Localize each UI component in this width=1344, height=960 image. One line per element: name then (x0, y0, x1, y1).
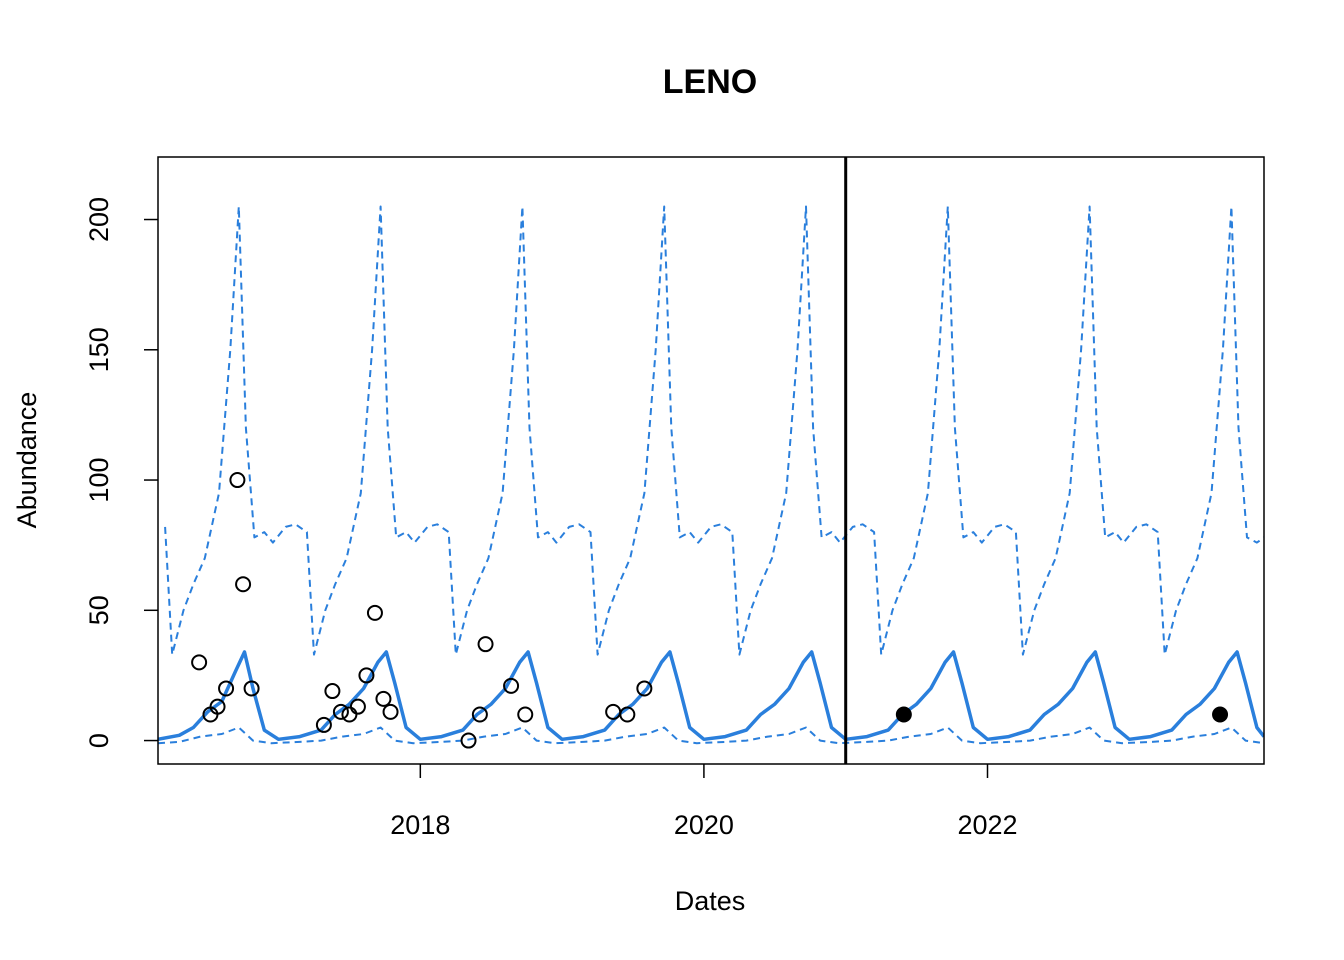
points-layer (191, 472, 1229, 749)
observed-point (218, 680, 235, 697)
observed-point (636, 680, 653, 697)
x-tick-label: 2020 (674, 810, 734, 840)
x-tick-label: 2022 (957, 810, 1017, 840)
y-axis: 0 50 100 150 200 (84, 197, 158, 748)
observed-point (517, 706, 534, 723)
x-axis-label: Dates (675, 886, 746, 916)
observed-point (358, 667, 375, 684)
observed-point (229, 472, 246, 489)
observed-point (332, 703, 349, 720)
observed-point (349, 698, 366, 715)
y-tick-label: 150 (84, 327, 114, 372)
chart-title: LENO (663, 63, 757, 101)
observed-point (382, 703, 399, 720)
plot-area (157, 156, 1265, 765)
x-tick-label: 2018 (390, 810, 450, 840)
y-tick-label: 100 (84, 458, 114, 503)
observed-point (341, 706, 358, 723)
observed-point (235, 576, 252, 593)
y-axis-label: Abundance (12, 392, 42, 529)
test-point (1212, 706, 1229, 723)
series-lower-line (158, 726, 1264, 745)
observed-point (460, 732, 477, 749)
series-mean-line (158, 650, 1264, 742)
observed-point (619, 706, 636, 723)
observed-point (324, 683, 341, 700)
test-point (895, 706, 912, 723)
observed-point (243, 680, 260, 697)
series-layer (158, 205, 1264, 745)
y-tick-label: 200 (84, 197, 114, 242)
y-tick-label: 50 (84, 595, 114, 625)
y-tick-label: 0 (84, 733, 114, 748)
observed-point (503, 677, 520, 694)
observed-point (209, 698, 226, 715)
observed-point (191, 654, 208, 671)
observed-point (315, 716, 332, 733)
observed-point (471, 706, 488, 723)
series-upper-line (164, 205, 1264, 656)
x-axis: 2018 2020 2022 (390, 764, 1018, 840)
observed-point (375, 690, 392, 707)
observed-point (477, 636, 494, 653)
observed-point (605, 703, 622, 720)
observed-point (366, 604, 383, 621)
